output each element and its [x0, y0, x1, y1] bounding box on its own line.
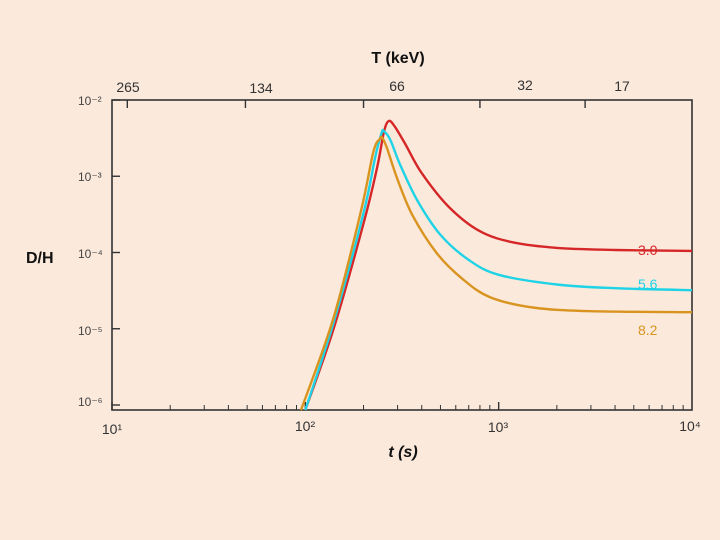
plot-frame: [111, 99, 693, 411]
x-tick-label-100: 10²: [295, 418, 316, 434]
x-tick-label-1000: 10³: [488, 419, 509, 435]
top-axis: 265 134 66 32 17 T (keV): [116, 50, 630, 96]
bottom-axis: 10¹ 10² 10³ 10⁴ t (s): [102, 418, 701, 461]
x-axis-title: t (s): [388, 444, 417, 461]
series-line-3-0: [304, 119, 693, 411]
left-axis: D/H 10⁻² 10⁻³ 10⁻⁴ 10⁻⁵ 10⁻⁶: [26, 94, 103, 409]
top-tick-label-17: 17: [614, 78, 630, 94]
series-label-5-6: 5.6: [638, 276, 658, 292]
top-tick-label-134: 134: [249, 80, 273, 96]
x-tick-label-10: 10¹: [102, 421, 123, 437]
series-labels: 3.0 5.6 8.2: [638, 242, 658, 338]
series-label-3-0: 3.0: [638, 242, 658, 258]
y-tick-label-1e-5: 10⁻⁵: [78, 324, 103, 338]
series-line-5-6: [304, 128, 693, 411]
top-axis-title: T (keV): [371, 50, 424, 67]
top-tick-label-66: 66: [389, 78, 405, 94]
minor-ticks: [111, 99, 684, 410]
plot-area: [111, 99, 693, 411]
series-label-8-2: 8.2: [638, 322, 658, 338]
top-tick-label-32: 32: [517, 77, 533, 93]
top-tick-label-265: 265: [116, 79, 140, 95]
x-tick-label-10000: 10⁴: [679, 418, 701, 434]
y-tick-label-1e-2: 10⁻²: [78, 94, 102, 108]
y-tick-label-1e-6: 10⁻⁶: [78, 395, 103, 409]
y-axis-title: D/H: [26, 250, 54, 267]
series-line-8-2: [299, 135, 693, 411]
series-layer: [299, 119, 693, 411]
y-tick-label-1e-4: 10⁻⁴: [78, 247, 103, 261]
y-tick-label-1e-3: 10⁻³: [78, 170, 102, 184]
